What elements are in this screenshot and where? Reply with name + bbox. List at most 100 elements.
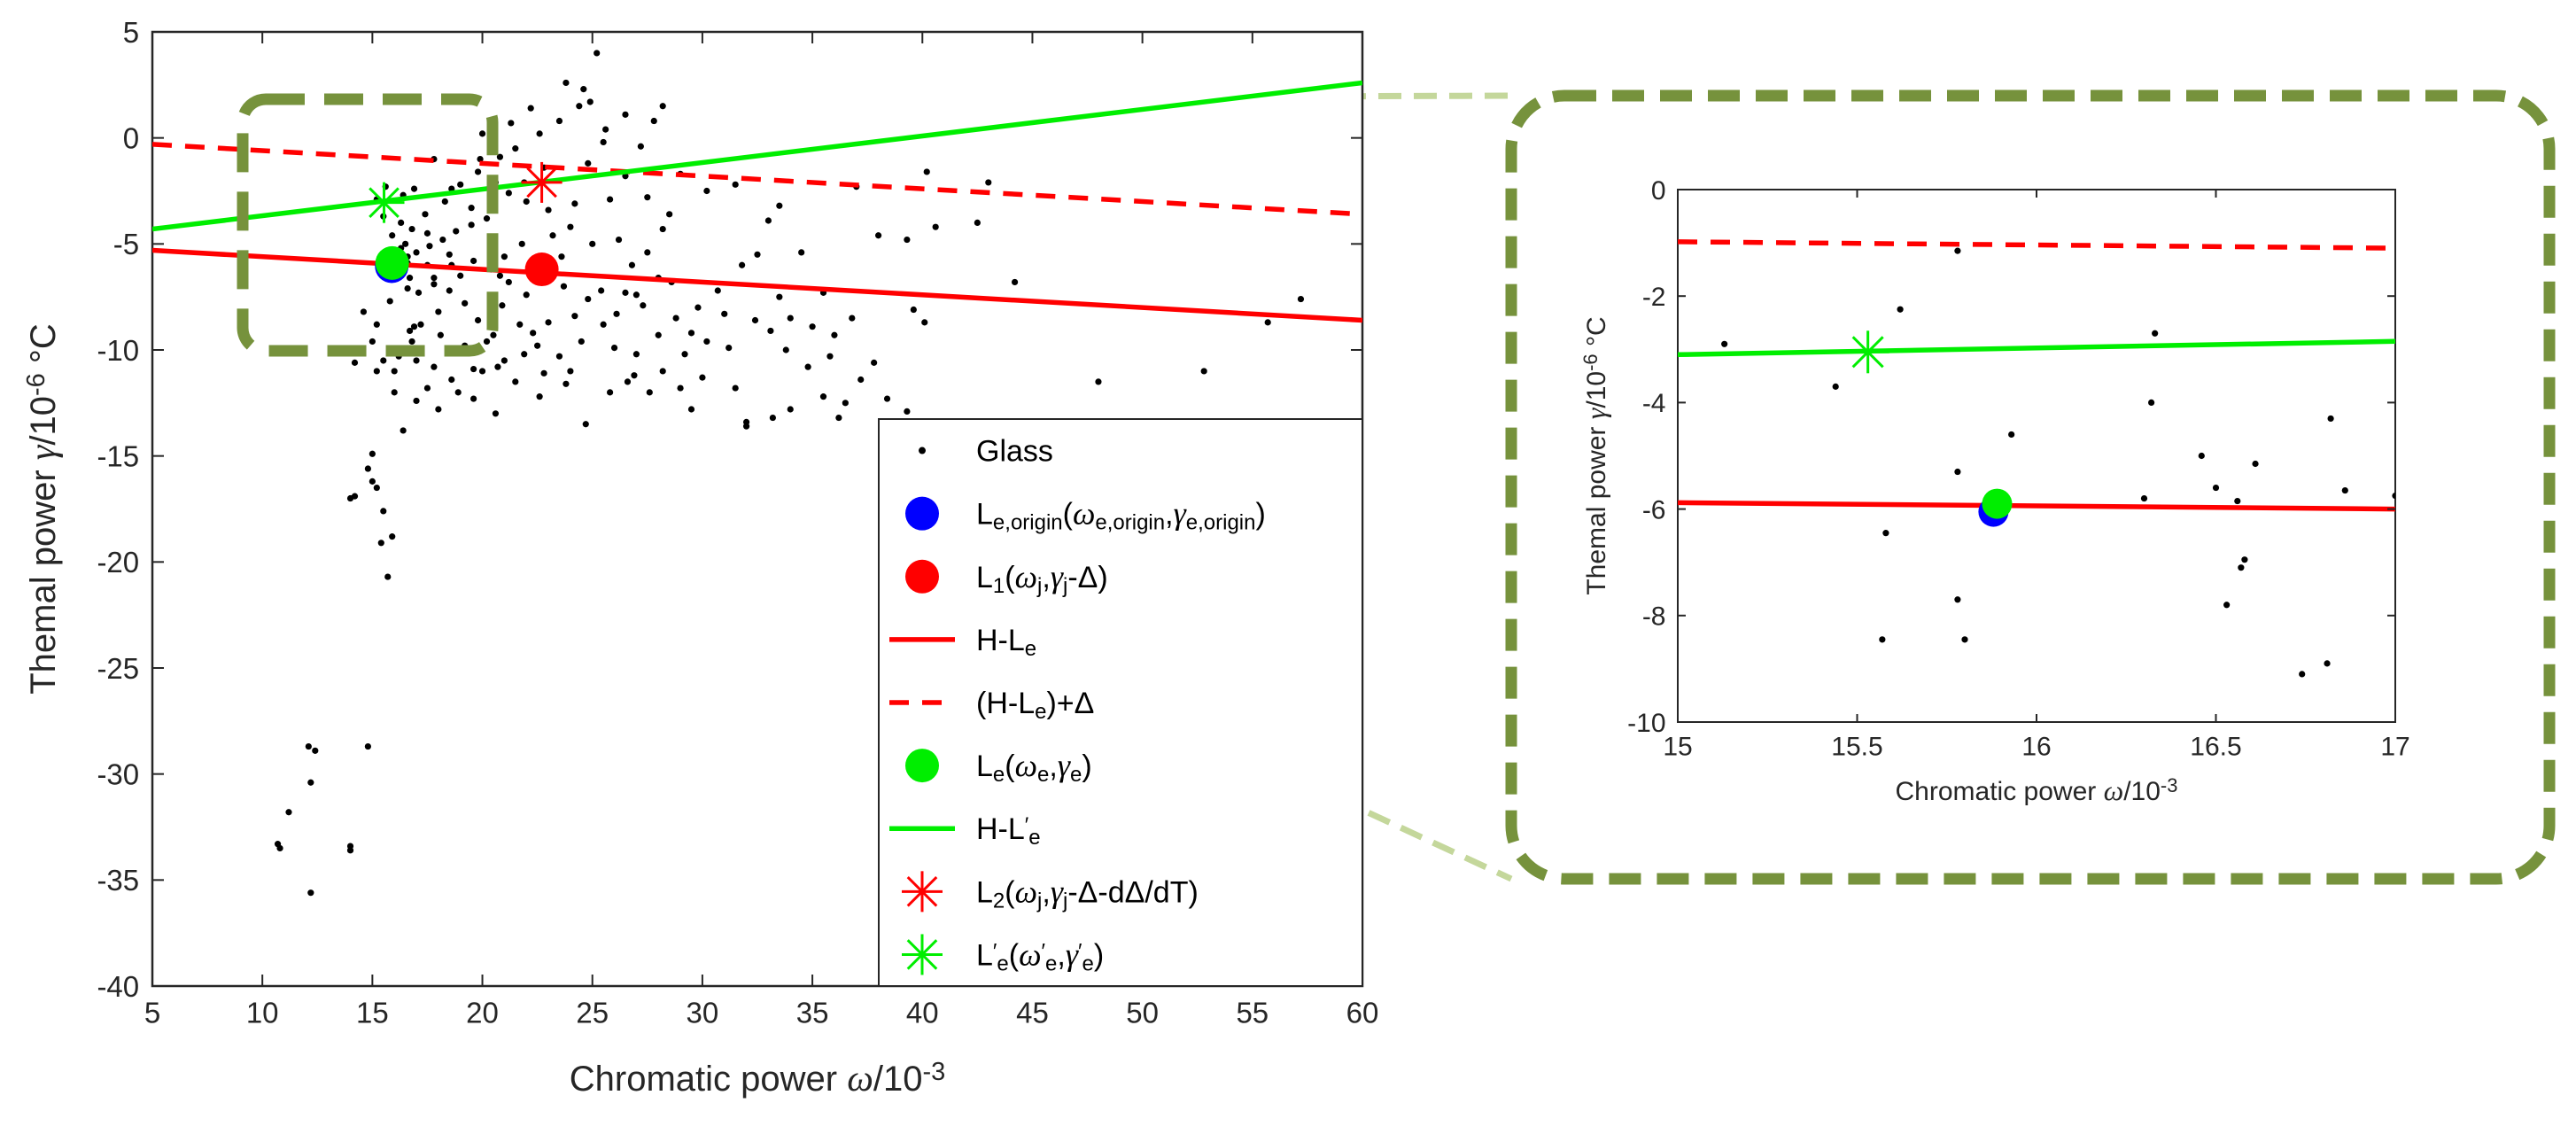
glass-point: [540, 369, 547, 377]
glass-point: [2299, 671, 2306, 678]
glass-point: [769, 414, 776, 422]
glass-point: [2152, 330, 2159, 337]
main-markers: [363, 161, 563, 287]
y-tick-label: -8: [1642, 602, 1666, 632]
main-y-ticks: 5 0 -5 -10 -15 -20 -25 -30 -35 -40: [97, 16, 1362, 1003]
glass-point: [628, 261, 636, 268]
legend-label: Le,origin(ωe,origin,γe,origin): [976, 496, 1266, 535]
glass-point: [910, 306, 917, 314]
glass-point: [932, 223, 939, 230]
glass-point: [423, 384, 431, 392]
glass-point: [1961, 636, 1968, 643]
glass-point: [521, 351, 528, 358]
legend-symbol-star: [902, 934, 943, 975]
glass-point: [681, 351, 688, 358]
x-tick-label: 15: [356, 996, 389, 1029]
legend-entry: Glass: [919, 435, 1053, 469]
glass-point: [305, 742, 312, 750]
zoom-x-axis-label: Chromatic power ω/10-3: [1896, 774, 2178, 806]
y-tick-label: -10: [1627, 709, 1665, 738]
glass-point: [505, 278, 512, 286]
glass-point: [610, 345, 618, 352]
glass-point: [985, 179, 992, 186]
glass-point: [2241, 556, 2248, 563]
glass-point: [615, 236, 623, 244]
legend-entry: L1(ωj,γj-Δ): [905, 559, 1108, 598]
glass-point: [2148, 399, 2155, 406]
glass-point: [637, 143, 644, 150]
glass-point: [545, 319, 552, 326]
zoom-inset: 15 15.5 16 16.5 17 0 -2 -4 -6 -8 -10 Chromatic po…: [1505, 89, 2556, 885]
glass-point: [391, 368, 398, 375]
glass-point: [632, 291, 640, 299]
glass-point: [672, 315, 679, 322]
glass-point: [545, 206, 552, 214]
glass-point: [624, 378, 632, 385]
glass-point: [492, 410, 500, 417]
glass-point: [2252, 460, 2259, 468]
glass-point: [380, 357, 387, 364]
y-tick-label: -20: [97, 546, 139, 579]
glass-point: [457, 272, 464, 279]
glass-point: [500, 357, 508, 364]
legend-entry: (H-Le)+Δ: [889, 687, 1094, 724]
legend-entry: Le,origin(ωe,origin,γe,origin): [905, 496, 1266, 535]
glass-point: [1200, 368, 1207, 375]
glass-point: [530, 330, 537, 337]
x-tick-label: 17: [2380, 733, 2409, 762]
glass-point: [640, 302, 647, 309]
glass-point: [857, 376, 865, 384]
line--h-l-e-: [152, 142, 1362, 217]
legend-label: L1(ωj,γj-Δ): [976, 559, 1108, 598]
glass-point: [389, 533, 396, 540]
glass-point: [721, 310, 728, 317]
glass-point: [567, 223, 574, 230]
glass-point: [754, 251, 761, 258]
line--h-l-e-: [1678, 239, 2395, 251]
glass-point: [410, 323, 418, 330]
legend-symbol-dot: [919, 447, 926, 454]
glass-point: [446, 287, 453, 294]
x-tick-label: 55: [1236, 996, 1269, 1029]
x-tick-label: 60: [1346, 996, 1379, 1029]
glass-point: [776, 202, 783, 209]
legend-label: Le(ωe,γe): [976, 748, 1092, 787]
glass-point: [606, 196, 614, 203]
glass-point: [417, 321, 424, 328]
legend-label: Glass: [976, 435, 1053, 469]
glass-point: [571, 313, 578, 320]
x-tick-label: 16: [2021, 733, 2051, 762]
glass-point: [437, 331, 444, 338]
zoom-markers: [1846, 330, 2013, 527]
glass-point: [508, 120, 515, 127]
glass-point: [831, 331, 838, 338]
glass-point: [512, 378, 519, 385]
glass-point: [512, 145, 519, 152]
glass-point: [426, 243, 433, 250]
glass-point: [448, 376, 455, 384]
glass-point: [435, 406, 442, 413]
glass-point: [875, 232, 882, 239]
line-h-l-e: [1678, 500, 2395, 512]
glass-point: [402, 240, 409, 247]
y-tick-label: -25: [97, 652, 139, 685]
glass-point: [373, 321, 380, 328]
y-tick-label: 0: [1651, 176, 1666, 206]
glass-point: [312, 747, 319, 754]
glass-point: [585, 295, 592, 303]
glass-point: [871, 359, 878, 366]
glass-point: [600, 138, 607, 146]
glass-point: [563, 79, 570, 87]
legend-label: L2(ωj,γj-Δ-dΔ/dT): [976, 874, 1199, 913]
glass-point: [589, 240, 596, 247]
glass-point: [703, 338, 710, 346]
zoom-y-axis-label: Themal power γ/10-6 °C: [1579, 316, 1611, 594]
glass-point: [346, 843, 354, 850]
glass-point: [650, 117, 657, 125]
glass-point: [725, 345, 733, 352]
main-glass-points: [274, 50, 1305, 897]
glass-point: [644, 194, 651, 201]
glass-point: [580, 86, 587, 93]
glass-point: [490, 331, 497, 338]
line-h-l-e: [152, 247, 1362, 323]
